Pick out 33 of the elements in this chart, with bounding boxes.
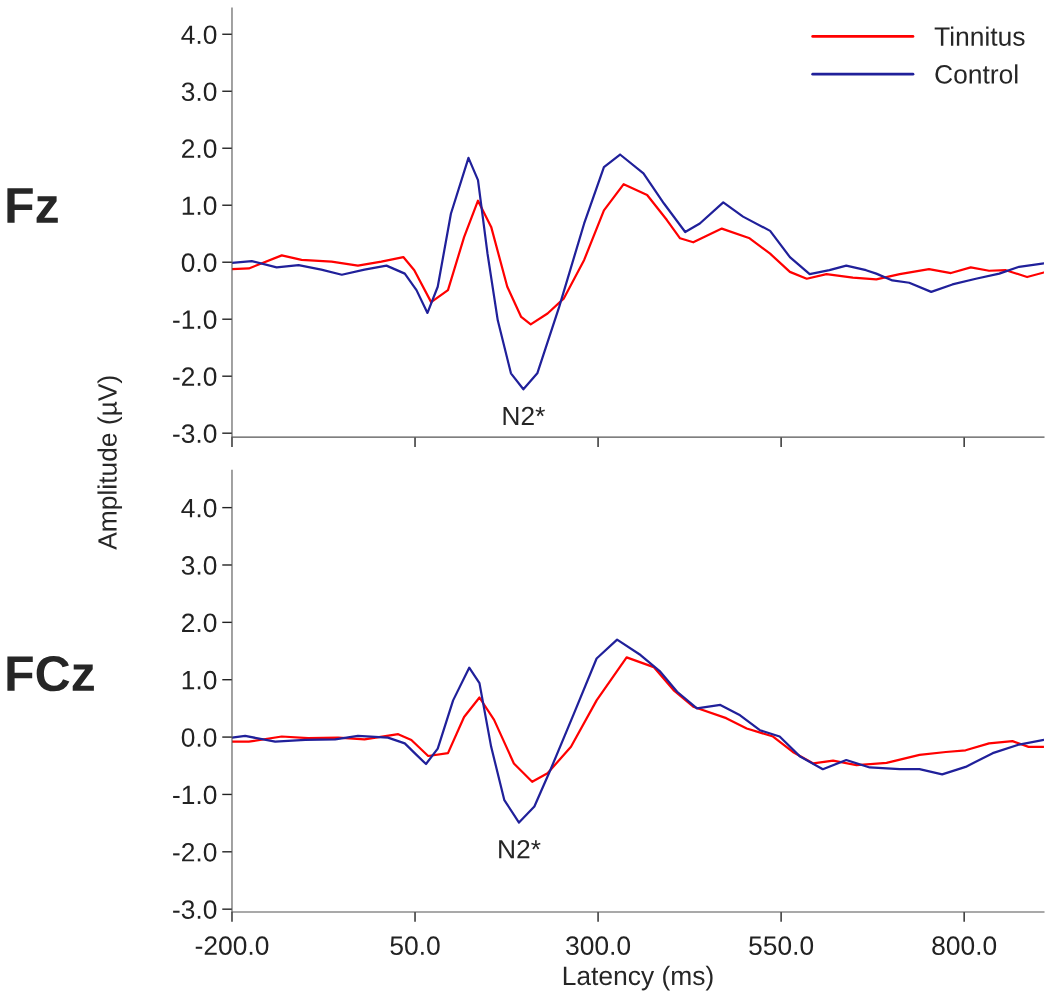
text: FCz	[7, 655, 94, 692]
y-tick-label: -2.0	[173, 842, 217, 862]
annotation: N2*	[499, 839, 541, 859]
y-tick-label: 2.0	[182, 139, 217, 159]
line-series	[231, 638, 1044, 824]
x-tick-label: 800.0	[932, 936, 997, 956]
line-series	[231, 153, 1044, 391]
text: Fz	[7, 188, 58, 223]
legend-label: Tinnitus	[934, 26, 1025, 46]
x-tick-label: -200.0	[195, 936, 269, 956]
y-tick-label: -3.0	[173, 900, 217, 919]
y-tick-label: -1.0	[173, 785, 217, 805]
y-tick-label: 4.0	[181, 25, 217, 45]
y-tick-label: -2.0	[173, 367, 217, 387]
x-axis-title: Latency (ms)	[563, 965, 713, 991]
y-tick-label: 1.0	[182, 670, 217, 690]
y-tick-label: 3.0	[181, 556, 217, 575]
x-tick-label: 50.0	[390, 936, 440, 956]
y-tick-label: 0.0	[181, 253, 217, 273]
y-tick-label: -3.0	[173, 424, 217, 444]
y-tick-label: 1.0	[182, 196, 217, 216]
y-tick-label: 2.0	[182, 613, 217, 633]
y-tick-label: 3.0	[181, 82, 217, 102]
line-series	[231, 656, 1044, 783]
y-tick-label: 0.0	[181, 728, 217, 747]
y-axis-title: Amplitude (µV)	[97, 376, 123, 550]
legend-label: Control	[935, 64, 1018, 84]
y-tick-label: 4.0	[181, 498, 217, 518]
annotation: N2*	[503, 406, 545, 426]
y-tick-label: -1.0	[173, 310, 217, 330]
x-tick-label: 550.0	[749, 936, 814, 956]
line-series	[231, 183, 1044, 326]
x-tick-label: 300.0	[566, 936, 631, 956]
